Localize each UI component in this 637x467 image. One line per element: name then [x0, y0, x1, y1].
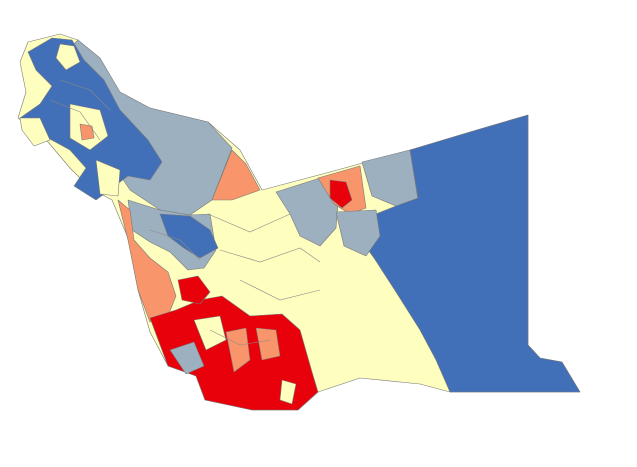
tract-boundary-valley-c — [239, 279, 321, 301]
tract-boundary-valley-a — [207, 213, 291, 233]
region-yellow-urban-b — [55, 43, 81, 71]
region-red-central-south — [177, 275, 211, 305]
tract-boundary-valley-b — [219, 247, 321, 263]
region-orange-southwest — [117, 199, 177, 323]
region-blue-east — [357, 114, 581, 393]
region-gray-blue-east-edge — [335, 209, 381, 257]
tract-boundary-south-a — [209, 329, 271, 346]
region-yellow-urban-a — [19, 117, 51, 147]
region-red-northeast — [329, 179, 353, 209]
tract-boundary-central-a — [149, 229, 201, 261]
region-yellow-urban-d — [95, 159, 121, 197]
region-blue-central — [159, 213, 219, 259]
region-orange-east-ridge — [211, 149, 261, 201]
tract-boundary-urban-b — [49, 99, 101, 141]
region-orange-urban-a — [79, 123, 95, 141]
region-yellow-south-a — [193, 315, 227, 351]
region-orange-south-a — [225, 327, 251, 373]
tract-boundary-urban-a — [59, 79, 111, 111]
region-orange-south-b — [255, 327, 281, 361]
region-yellow-south-b — [279, 379, 297, 405]
region-gray-blue-south — [169, 341, 205, 375]
